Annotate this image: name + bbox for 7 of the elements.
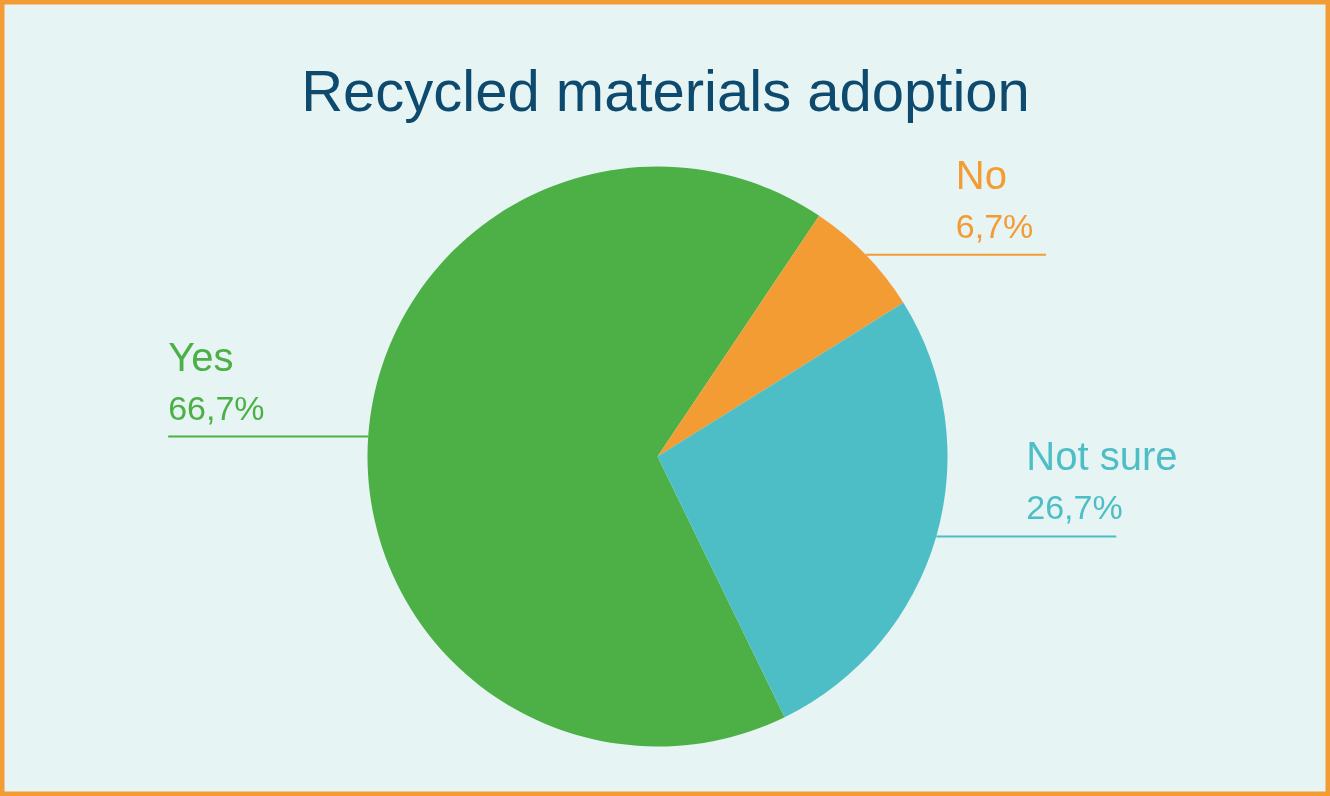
slice-label: No [955,152,1007,197]
chart-title: Recycled materials adoption [301,58,1030,123]
slice-label: Yes [168,334,234,379]
data-label: 66,7% [168,388,265,427]
data-label: 6,7% [955,206,1034,245]
data-label: 26,7% [1026,488,1123,527]
slice-label: Not sure [1026,434,1178,479]
